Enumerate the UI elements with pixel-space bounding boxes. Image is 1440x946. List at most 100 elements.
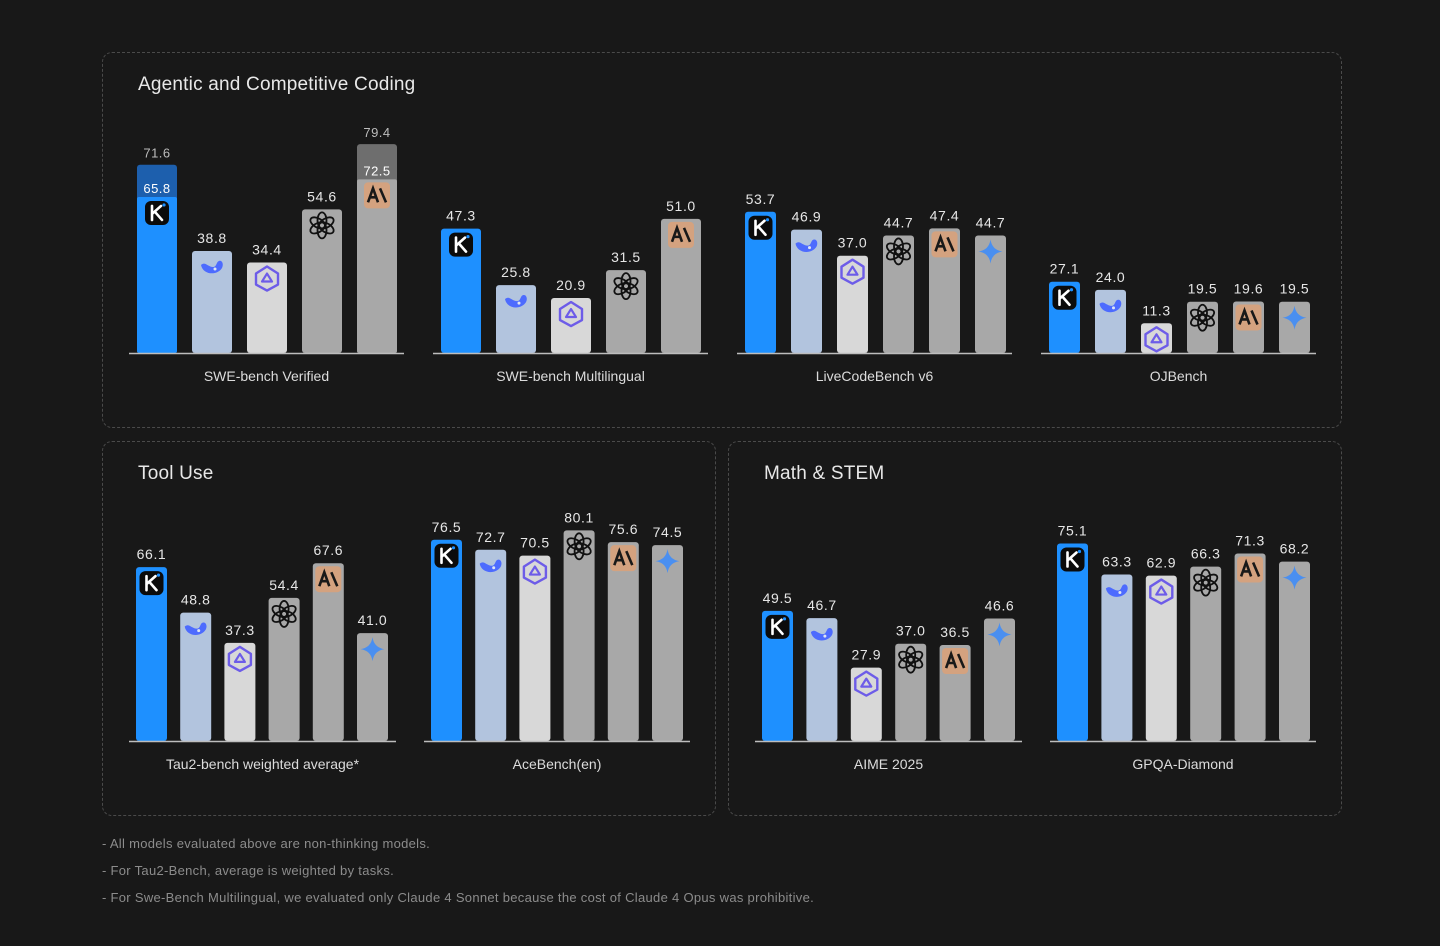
gemini-star-icon xyxy=(978,239,1003,264)
chart-xlabel: GPQA-Diamond xyxy=(1132,756,1233,772)
kimi-logo-icon xyxy=(139,571,164,596)
value-label: 47.4 xyxy=(930,207,960,223)
anthropic-logo-icon xyxy=(931,231,958,258)
value-label: 34.4 xyxy=(252,242,282,258)
value-label: 48.8 xyxy=(181,592,211,608)
value-label: 75.6 xyxy=(608,521,638,537)
value-label: 63.3 xyxy=(1102,554,1132,570)
bar-qwen xyxy=(1145,575,1177,741)
openai-logo-icon xyxy=(613,272,639,301)
bar-deepseek xyxy=(192,250,232,353)
gemini-star-icon xyxy=(987,622,1012,647)
anthropic-logo-icon xyxy=(668,221,694,248)
math-stem-panel xyxy=(728,441,1342,816)
deepseek-whale-icon xyxy=(1105,584,1128,597)
gemini-star-icon xyxy=(1282,565,1307,590)
deepseek-whale-icon xyxy=(795,239,818,252)
value-label: 46.6 xyxy=(985,597,1015,613)
value-label: 66.1 xyxy=(137,546,167,562)
deepseek-whale-icon xyxy=(479,559,502,573)
anthropic-logo-icon xyxy=(1237,556,1264,583)
value-label: 41.0 xyxy=(358,612,388,628)
bar-deepseek xyxy=(1095,289,1126,353)
bar-gpt xyxy=(606,270,646,353)
chart-5: 66.1 48.8 37.3 54.4 67.6 41.0 Tau2-bench weigh… xyxy=(129,542,396,772)
chart-xlabel: LiveCodeBench v6 xyxy=(816,368,934,384)
qwen-logo-icon xyxy=(1149,578,1174,605)
bar-gemini xyxy=(1279,561,1310,741)
value-label: 74.5 xyxy=(653,524,683,540)
footnote-2: - For Tau2-Bench, average is weighted by… xyxy=(102,863,395,878)
bar-gpt xyxy=(268,597,300,741)
anthropic-logo-icon xyxy=(1235,304,1262,331)
bar-qwen xyxy=(850,667,882,741)
gemini-star-icon xyxy=(1282,305,1307,330)
value-label: 72.5 xyxy=(363,163,390,178)
chart-xlabel: Tau2-bench weighted average* xyxy=(166,756,360,772)
bar-deepseek xyxy=(791,229,822,353)
panel-title-coding: Agentic and Competitive Coding xyxy=(138,74,416,95)
openai-logo-icon xyxy=(271,600,297,628)
gemini-star-icon xyxy=(655,549,680,574)
bar-claude xyxy=(312,563,344,741)
bar-gpt xyxy=(1187,301,1218,353)
qwen-logo-icon xyxy=(254,265,280,292)
qwen-logo-icon xyxy=(854,670,879,697)
value-label: 44.7 xyxy=(884,214,914,230)
coding-panel xyxy=(102,52,1342,428)
kimi-logo-icon xyxy=(434,543,459,568)
footnote-3: - For Swe-Bench Multilingual, we evaluat… xyxy=(102,890,815,905)
value-label: 37.0 xyxy=(838,235,868,251)
value-label: 24.0 xyxy=(1096,269,1126,285)
bar-kimi xyxy=(762,610,793,741)
value-label: 67.6 xyxy=(313,542,343,558)
anthropic-logo-icon xyxy=(942,648,969,675)
value-label: 66.3 xyxy=(1191,546,1221,562)
chart-3: 53.7 46.9 37.0 44.7 47.4 44.7 LiveCodeBench v6 xyxy=(737,191,1012,384)
value-label: 37.0 xyxy=(896,623,926,639)
bar-kimi xyxy=(136,567,167,741)
qwen-logo-icon xyxy=(522,558,548,585)
deepseek-whale-icon xyxy=(184,622,207,635)
value-label: 62.9 xyxy=(1146,555,1176,571)
value-label: 27.9 xyxy=(851,647,881,663)
gemini-star-icon xyxy=(360,637,385,662)
chart-xlabel: OJBench xyxy=(1150,368,1208,384)
bar-deepseek xyxy=(1101,574,1133,741)
value-label: 54.4 xyxy=(269,577,299,593)
value-label: 76.5 xyxy=(432,519,462,535)
bar-kimi xyxy=(137,196,177,353)
openai-logo-icon xyxy=(1189,303,1216,332)
anthropic-logo-icon xyxy=(364,182,390,209)
chart-2: 47.3 25.8 20.9 31.5 51.0 SWE-bench Multilingu… xyxy=(433,198,708,384)
chart-xlabel: SWE-bench Verified xyxy=(204,368,329,384)
bar-gpt xyxy=(1190,566,1222,741)
value-label: 19.5 xyxy=(1188,281,1218,297)
value-label: 75.1 xyxy=(1058,522,1088,538)
value-label: 25.8 xyxy=(501,264,531,280)
kimi-logo-icon xyxy=(748,215,773,240)
chart-7: 49.5 46.7 27.9 37.0 36.5 46.6 AIME 2025 xyxy=(755,590,1022,772)
value-label: 46.7 xyxy=(807,597,837,613)
chart-xlabel: SWE-bench Multilingual xyxy=(496,368,645,384)
value-label: 11.3 xyxy=(1142,302,1171,318)
value-label: 68.2 xyxy=(1280,541,1310,557)
qwen-logo-icon xyxy=(227,645,253,673)
kimi-logo-icon xyxy=(765,614,790,639)
chart-4: 27.1 24.0 11.3 19.5 19.6 19.5 OJBench xyxy=(1041,261,1316,384)
qwen-logo-icon xyxy=(840,258,865,285)
anthropic-logo-icon xyxy=(315,566,342,593)
value-label: 51.0 xyxy=(666,198,696,214)
bar-kimi xyxy=(745,211,776,353)
openai-logo-icon xyxy=(566,532,592,561)
bar-claude xyxy=(929,228,960,353)
chart-8: 75.1 63.3 62.9 66.3 71.3 68.2 GPQA-Diamond xyxy=(1050,522,1316,772)
chart-6: 76.5 72.7 70.5 80.1 75.6 74.5 AceBench(en) xyxy=(424,509,690,772)
bar-qwen xyxy=(1141,323,1172,353)
bar-claude xyxy=(661,218,701,353)
bar-deepseek xyxy=(806,618,838,741)
value-label: 70.5 xyxy=(520,535,550,551)
value-label: 53.7 xyxy=(746,191,776,207)
value-label: 27.1 xyxy=(1050,261,1080,277)
